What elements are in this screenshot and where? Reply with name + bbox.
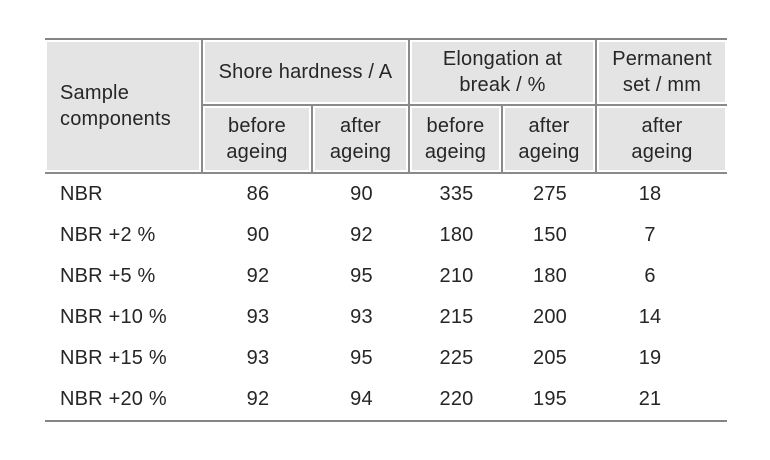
subheader-shore-after-ageing: after ageing xyxy=(313,106,410,174)
header-permanent-set: Permanent set / mm xyxy=(597,40,728,106)
value-cell: 90 xyxy=(203,215,313,256)
sample-cell: NBR xyxy=(45,174,203,215)
header-sample-components: Sample components xyxy=(45,40,203,174)
value-cell: 18 xyxy=(597,174,728,215)
value-cell: 150 xyxy=(503,215,598,256)
table-row: NBR +15 % 93 95 225 205 19 xyxy=(45,338,728,379)
subheader-permanent-after-ageing: after ageing xyxy=(597,106,728,174)
header-elongation-at-break: Elongation at break / % xyxy=(410,40,598,106)
header-sub-row: before ageing after ageing before ageing… xyxy=(45,106,728,174)
value-cell: 92 xyxy=(313,215,410,256)
value-cell: 95 xyxy=(313,256,410,297)
value-cell: 93 xyxy=(203,338,313,379)
value-cell: 335 xyxy=(410,174,503,215)
table-row: NBR +5 % 92 95 210 180 6 xyxy=(45,256,728,297)
header-group-row: Sample components Shore hardness / A Elo… xyxy=(45,40,728,174)
ageing-results-table: Sample components Shore hardness / A Elo… xyxy=(45,38,728,422)
table-row: NBR +10 % 93 93 215 200 14 xyxy=(45,297,728,338)
table-body: NBR 86 90 335 275 18 NBR +2 % 90 92 180 … xyxy=(45,174,728,420)
sample-cell: NBR +2 % xyxy=(45,215,203,256)
table-header: Sample components Shore hardness / A Elo… xyxy=(45,40,728,174)
subheader-elongation-after-ageing: after ageing xyxy=(503,106,598,174)
sample-cell: NBR +5 % xyxy=(45,256,203,297)
table-row: NBR 86 90 335 275 18 xyxy=(45,174,728,215)
value-cell: 6 xyxy=(597,256,728,297)
value-cell: 90 xyxy=(313,174,410,215)
table-row: NBR +20 % 92 94 220 195 21 xyxy=(45,379,728,420)
subheader-shore-before-ageing: before ageing xyxy=(203,106,313,174)
value-cell: 95 xyxy=(313,338,410,379)
value-cell: 180 xyxy=(503,256,598,297)
sample-cell: NBR +10 % xyxy=(45,297,203,338)
header-shore-hardness: Shore hardness / A xyxy=(203,40,410,106)
value-cell: 180 xyxy=(410,215,503,256)
value-cell: 86 xyxy=(203,174,313,215)
value-cell: 93 xyxy=(203,297,313,338)
table-row: NBR +2 % 90 92 180 150 7 xyxy=(45,215,728,256)
value-cell: 195 xyxy=(503,379,598,420)
sample-cell: NBR +20 % xyxy=(45,379,203,420)
value-cell: 7 xyxy=(597,215,728,256)
value-cell: 93 xyxy=(313,297,410,338)
subheader-elongation-before-ageing: before ageing xyxy=(410,106,503,174)
value-cell: 19 xyxy=(597,338,728,379)
value-cell: 210 xyxy=(410,256,503,297)
value-cell: 94 xyxy=(313,379,410,420)
value-cell: 205 xyxy=(503,338,598,379)
value-cell: 92 xyxy=(203,256,313,297)
value-cell: 14 xyxy=(597,297,728,338)
sample-cell: NBR +15 % xyxy=(45,338,203,379)
value-cell: 200 xyxy=(503,297,598,338)
value-cell: 92 xyxy=(203,379,313,420)
value-cell: 215 xyxy=(410,297,503,338)
value-cell: 225 xyxy=(410,338,503,379)
value-cell: 220 xyxy=(410,379,503,420)
value-cell: 275 xyxy=(503,174,598,215)
value-cell: 21 xyxy=(597,379,728,420)
